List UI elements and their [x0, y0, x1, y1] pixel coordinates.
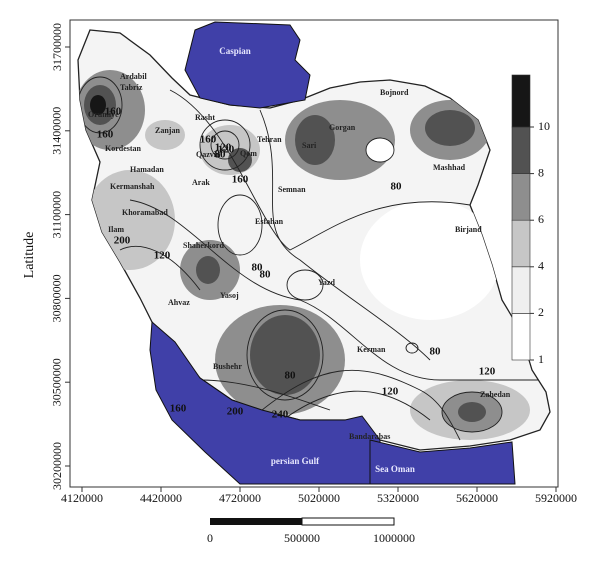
city-label: Tehran [257, 135, 282, 144]
contour-label: 80 [430, 346, 442, 358]
colorbar-label: 2 [538, 305, 544, 319]
x-tick-label: 5020000 [298, 491, 340, 505]
x-tick-label: 4720000 [219, 491, 261, 505]
city-label: Gorgan [329, 123, 356, 132]
y-tick-label: 31400000 [50, 107, 64, 155]
colorbar-band [511, 126, 531, 174]
sea-oman [369, 439, 516, 485]
colorbar-band [511, 74, 531, 128]
x-tick-label: 5620000 [456, 491, 498, 505]
y-axis-label: Latitude [22, 232, 37, 279]
y-tick-label: 30200000 [50, 442, 64, 490]
colorbar-label: 4 [538, 259, 544, 273]
contour-label: 160 [105, 106, 122, 118]
contour-label: 80 [285, 370, 297, 382]
city-label: Bandarabas [349, 432, 390, 441]
city-label: Ahvaz [168, 298, 190, 307]
city-label: Mashhad [433, 163, 466, 172]
city-label: Kerman [357, 345, 386, 354]
city-label: Zahedan [480, 390, 511, 399]
city-label: Hamadan [130, 165, 164, 174]
contour-label: 120 [218, 144, 235, 156]
sea-label: Sea Oman [375, 464, 415, 474]
city-label: Kermanshah [110, 182, 155, 191]
city-label: Yasoj [220, 291, 239, 300]
city-label: Qom [240, 149, 257, 158]
city-label: Esfahan [255, 217, 284, 226]
contour-label: 120 [215, 142, 232, 154]
x-tick-label: 5320000 [377, 491, 419, 505]
contour-label: 80 [252, 262, 264, 274]
scale-label: 0 [207, 531, 213, 545]
colorbar-label: 6 [538, 212, 544, 226]
contour-label: 120 [479, 366, 496, 378]
colorbar-label: 10 [538, 119, 550, 133]
y-tick-label: 30800000 [50, 274, 64, 322]
city-label: Semnan [278, 185, 306, 194]
colorbar-band [511, 173, 531, 221]
city-label: Tabriz [120, 83, 143, 92]
sea-label: Caspian [219, 46, 251, 56]
contour-label: 200 [114, 235, 131, 247]
city-label: Yazd [318, 278, 335, 287]
colorbar-label: 8 [538, 165, 544, 179]
colorbar-band [511, 266, 531, 314]
scale-bar-light [301, 517, 395, 526]
city-label: Bushehr [213, 362, 242, 371]
contour-label: 160 [232, 174, 249, 186]
contour-label: 240 [272, 409, 289, 421]
sea-label: persian Gulf [271, 456, 320, 466]
city-label: Birjand [455, 225, 482, 234]
contour-label: 200 [227, 406, 244, 418]
x-tick-label: 4120000 [61, 491, 103, 505]
scale-label: 1000000 [373, 531, 415, 545]
y-tick-label: 30500000 [50, 358, 64, 406]
city-label: Bojnord [380, 88, 409, 97]
scale-bar-dark [210, 518, 302, 525]
contour-label: 120 [382, 386, 399, 398]
y-tick-label: 31100000 [50, 191, 64, 239]
y-tick-label: 31700000 [50, 23, 64, 71]
city-label: Kordestan [105, 144, 142, 153]
contour-label: 80 [260, 269, 272, 281]
contour-label: 120 [154, 250, 171, 262]
city-label: Orumiye [88, 110, 119, 119]
contour-label: 80 [215, 149, 227, 161]
shading [78, 70, 550, 441]
persian-gulf [149, 320, 381, 485]
colorbar-band [511, 313, 531, 361]
scale-label: 500000 [284, 531, 320, 545]
city-label: Khoramabad [122, 208, 168, 217]
city-label: Ilam [108, 225, 124, 234]
city-label: Sari [302, 141, 317, 150]
city-label: Ardabil [120, 72, 147, 81]
colorbar-band [511, 219, 531, 268]
map-body [77, 21, 551, 485]
contour-label: 80 [391, 181, 403, 193]
city-label: Arak [192, 178, 210, 187]
city-label: Qazvin [196, 150, 221, 159]
caspian-sea [184, 21, 311, 109]
city-label: Zanjan [155, 126, 180, 135]
city-label: Shaherkord [183, 241, 224, 250]
x-tick-label: 4420000 [140, 491, 182, 505]
contour-label: 160 [97, 129, 114, 141]
city-label: Rasht [195, 113, 215, 122]
contour-label: 160 [170, 403, 187, 415]
x-tick-label: 5920000 [535, 491, 577, 505]
colorbar-label: 1 [538, 352, 544, 366]
contour-label: 160 [200, 134, 217, 146]
